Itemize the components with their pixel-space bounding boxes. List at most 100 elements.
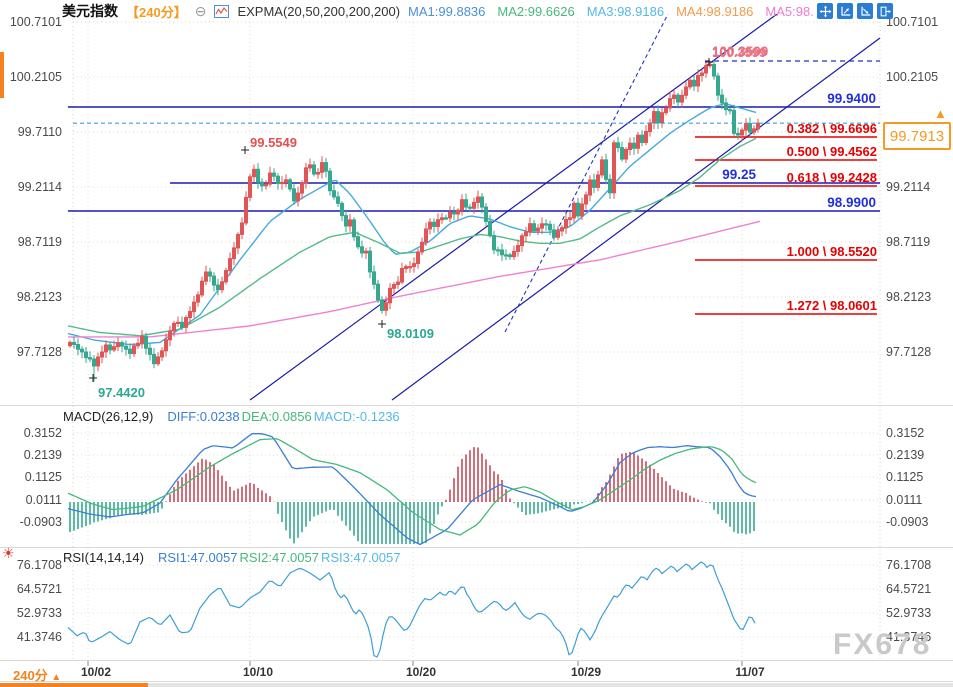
support-resistance-levels	[68, 60, 880, 212]
price-axis-tick: 97.7128	[17, 345, 62, 359]
fib-level-label: 0.382 \ 99.6696	[787, 121, 877, 136]
chart-toolbar	[817, 3, 893, 19]
price-axis-tick: 98.2123	[17, 290, 62, 304]
indicator-value: DIFF:0.0238	[167, 409, 240, 424]
macd-axis-tick: 0.2139	[886, 448, 924, 462]
rsi-label: RSI(14,14,14)	[63, 550, 144, 565]
price-annotation: 99.5549	[250, 135, 297, 150]
price-up-arrow-icon: ▲	[934, 106, 947, 121]
macd-label: MACD(26,12,9)	[63, 409, 154, 424]
macd-pane	[67, 433, 757, 545]
macd-axis-tick: 0.3152	[24, 426, 62, 440]
date-axis-tick: 10/10	[243, 665, 273, 679]
price-annotation: 97.4420	[98, 385, 145, 400]
footer-period-label: 240分	[13, 668, 48, 683]
indicator-value: MA2:99.6626	[497, 3, 575, 19]
period-label[interactable]: 【240分】	[126, 4, 187, 20]
level-label: 98.9900	[827, 195, 876, 210]
macd-values: DIFF:0.0238 DEA:0.0856 MACD:-0.1236	[167, 409, 401, 424]
indicator-value: RSI3:47.0057	[320, 550, 401, 565]
level-label: 99.9400	[827, 91, 876, 106]
price-axis-tick: 99.2114	[18, 180, 62, 194]
period-button[interactable]: 240分 ▲	[13, 665, 61, 684]
left-orange-strip	[0, 52, 4, 98]
crosshair-move-icon[interactable]	[817, 3, 833, 19]
rsi-line	[67, 561, 756, 658]
rsi-axis-tick: 52.9733	[886, 606, 931, 620]
indicator-value: MA4:98.9186	[676, 3, 754, 19]
price-annotation: 100.3599	[712, 44, 768, 59]
expma-lines	[67, 103, 761, 346]
indicator-value: MA1:99.8836	[408, 3, 486, 19]
price-axis-tick: 100.7101	[10, 15, 62, 29]
price-axis-tick: 98.7119	[18, 235, 62, 249]
rsi-pane	[67, 561, 756, 658]
price-axis-tick: 100.2105	[886, 70, 938, 84]
fib-level-label: 1.272 \ 98.0601	[787, 298, 877, 313]
gridlines	[0, 14, 953, 682]
chevron-up-icon: ▲	[51, 672, 62, 683]
collapse-icon[interactable]: ⊖	[194, 2, 207, 19]
price-axis-tick: 98.7119	[886, 235, 930, 249]
indicator-value: MA3:98.9186	[586, 3, 665, 19]
date-axis-tick: 11/07	[735, 665, 765, 679]
watermark: FX678	[833, 628, 932, 661]
fib-level-label: 1.000 \ 98.5520	[787, 244, 877, 259]
trend-channel	[249, 14, 881, 401]
rsi-axis-tick: 64.5721	[17, 582, 62, 596]
indicator-value: DEA:0.0856	[241, 409, 312, 424]
rsi-axis-tick: 41.3746	[886, 630, 931, 644]
rsi-axis-tick: 76.1708	[886, 558, 931, 572]
rsi-axis-tick: 52.9733	[17, 606, 62, 620]
macd-axis-tick: 0.1125	[25, 470, 62, 484]
date-axis-tick: 10/02	[81, 665, 111, 679]
price-axis-tick: 97.7128	[886, 345, 931, 359]
price-axis-tick: 100.7101	[886, 15, 938, 29]
current-price-box: 99.7913	[883, 122, 951, 150]
fibonacci-levels	[695, 136, 877, 315]
level-label: 99.25	[722, 167, 756, 182]
price-axis-tick: 98.2123	[886, 290, 931, 304]
rsi-axis-tick: 76.1708	[17, 558, 62, 572]
axis-zoom-left-icon[interactable]	[837, 3, 853, 19]
date-axis-tick: 10/20	[406, 665, 436, 679]
macd-axis-tick: -0.0903	[886, 515, 928, 529]
rsi-values: RSI1:47.0057 RSI2:47.0057 RSI3:47.0057	[158, 550, 403, 565]
price-annotations	[89, 58, 713, 382]
ma-line-EXPMA20	[67, 103, 757, 346]
rsi-axis-tick: 64.5721	[886, 582, 931, 596]
scrollbar-track[interactable]	[0, 683, 953, 687]
indicator-value: MA5:98.	[765, 3, 814, 19]
price-axis-tick: 100.2105	[10, 70, 62, 84]
chart-header: 美元指数 【240分】 ⊖ EXPMA(20,50,200,200,200) M…	[62, 0, 826, 22]
macd-axis-tick: 0.1125	[886, 470, 923, 484]
indicator-value: MACD:-0.1236	[313, 409, 400, 424]
candlestick-series	[68, 59, 760, 382]
rsi-axis-tick: 41.3746	[17, 630, 62, 644]
macd-axis-tick: 0.0111	[886, 493, 922, 507]
indicator-value: RSI1:47.0057	[157, 550, 238, 565]
date-axis-tick: 10/29	[571, 665, 601, 679]
indicator-label: EXPMA(20,50,200,200,200)	[237, 3, 401, 19]
fib-level-label: 0.618 \ 99.2428	[787, 170, 877, 185]
sun-icon[interactable]: ☀	[2, 545, 15, 561]
macd-axis-tick: -0.0903	[20, 515, 62, 529]
indicator-value: RSI2:47.0057	[239, 550, 319, 565]
macd-axis-tick: 0.3152	[886, 426, 924, 440]
pan-right-icon[interactable]	[877, 3, 893, 19]
axis-zoom-right-icon[interactable]	[857, 3, 873, 19]
price-annotation: 98.0109	[387, 326, 434, 341]
macd-axis-tick: 0.0111	[26, 493, 62, 507]
price-axis-tick: 99.7110	[18, 125, 62, 139]
mini-chart-icon[interactable]	[214, 4, 230, 18]
rsi-header: RSI(14,14,14) RSI1:47.0057 RSI2:47.0057 RS…	[63, 550, 402, 565]
scrollbar-thumb[interactable]	[0, 683, 148, 687]
ma-values: MA1:99.8836 MA2:99.6626 MA3:98.9186 MA4:98.…	[408, 4, 826, 19]
current-price-value: 99.7913	[889, 127, 945, 145]
price-axis-tick: 99.2114	[886, 180, 930, 194]
symbol-title: 美元指数	[62, 3, 118, 19]
macd-header: MACD(26,12,9) DIFF:0.0238 DEA:0.0856 MACD:…	[63, 409, 402, 424]
fib-level-label: 0.500 \ 99.4562	[787, 144, 877, 159]
